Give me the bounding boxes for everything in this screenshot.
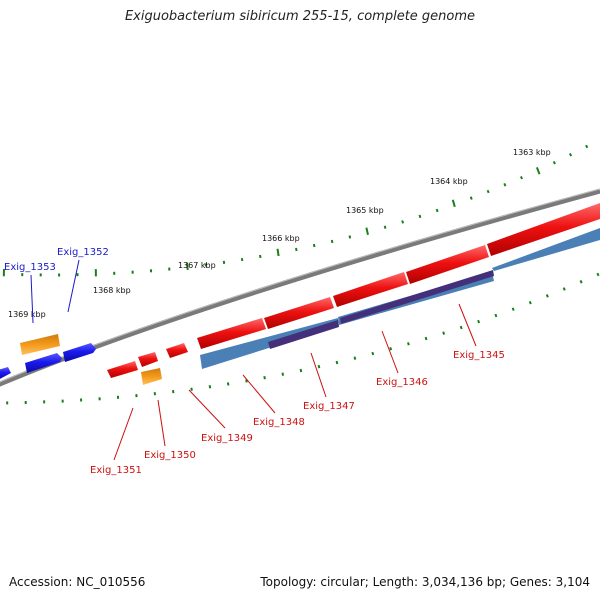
tick — [353, 356, 357, 360]
kbp-label: 1364 kbp — [430, 177, 468, 186]
leader-line — [242, 374, 276, 414]
tick — [552, 160, 556, 165]
leader-line — [458, 303, 477, 347]
gene-labels: Exig_1353 Exig_1352 Exig_1351 Exig_1350 … — [4, 247, 505, 476]
gene-arrow-reverse — [264, 297, 334, 329]
kbp-label: 1363 kbp — [513, 148, 551, 157]
leader-line — [188, 389, 226, 429]
tick — [528, 300, 532, 305]
tick — [535, 167, 541, 175]
tick — [383, 225, 387, 229]
tick — [469, 196, 473, 200]
leader-line — [67, 259, 80, 313]
tick — [503, 182, 507, 187]
tick — [186, 262, 189, 270]
orange-feature — [20, 334, 60, 355]
tick — [494, 313, 498, 318]
tick — [569, 152, 573, 157]
tick — [299, 368, 303, 373]
orange-feature — [141, 368, 162, 385]
kbp-label: 1365 kbp — [346, 206, 384, 215]
tick — [371, 351, 375, 356]
tick — [330, 239, 334, 244]
kbp-label: 1366 kbp — [262, 234, 300, 243]
gene-label: Exig_1353 — [4, 262, 56, 273]
tick — [562, 287, 566, 291]
tick — [486, 189, 490, 194]
gene-arrow-reverse — [487, 203, 600, 256]
tick — [407, 342, 410, 346]
tick — [276, 248, 280, 257]
gene-arrow-reverse — [333, 272, 408, 307]
reverse-strand-features — [107, 203, 600, 385]
gene-arrow-forward — [0, 367, 11, 379]
tick — [295, 247, 298, 252]
gene-label: Exig_1346 — [376, 377, 428, 388]
tick — [317, 364, 321, 369]
tick — [226, 382, 230, 386]
gene-arrow-reverse — [406, 245, 489, 284]
leader-lines — [30, 259, 477, 461]
gene-label: Exig_1352 — [57, 247, 109, 258]
outer-tick-ring — [2, 144, 589, 277]
gene-arrow-reverse — [197, 318, 266, 349]
tick — [401, 220, 405, 224]
gene-label: Exig_1349 — [201, 433, 253, 444]
gene-label: Exig_1348 — [253, 417, 305, 428]
tick — [519, 175, 524, 180]
gene-arrow-reverse — [166, 343, 188, 358]
tick — [585, 144, 589, 149]
tick — [259, 254, 262, 259]
leader-line — [381, 330, 399, 374]
gene-label: Exig_1345 — [453, 350, 505, 361]
gene-label: Exig_1347 — [303, 401, 355, 412]
tick — [579, 280, 583, 284]
kbp-label: 1368 kbp — [93, 286, 131, 295]
tick — [281, 372, 285, 376]
kbp-label: 1367 kbp — [178, 261, 216, 270]
tick — [435, 208, 439, 213]
tick — [511, 307, 515, 311]
tick — [596, 272, 600, 277]
accession-text: Accession: NC_010556 — [9, 575, 146, 589]
leader-line — [30, 274, 34, 324]
kbp-label: 1369 kbp — [8, 310, 46, 319]
tick — [335, 360, 339, 365]
genome-backbone — [0, 188, 600, 387]
tick — [245, 379, 248, 383]
purple-feature — [268, 320, 339, 349]
leader-line — [157, 399, 166, 447]
leader-line — [113, 407, 134, 461]
purple-feature — [340, 270, 494, 324]
topology-text: Topology: circular; Length: 3,034,136 bp… — [260, 575, 590, 589]
tick — [418, 214, 422, 219]
tick — [477, 319, 481, 324]
gene-arrow-forward — [25, 353, 62, 373]
gene-arrow-forward — [63, 343, 96, 362]
tick — [389, 347, 393, 351]
inner-tick-ring — [6, 272, 600, 405]
tick — [263, 376, 266, 380]
leader-line — [310, 352, 327, 398]
map-title: Exiguobacterium sibiricum 255-15, comple… — [124, 9, 476, 24]
tick — [545, 294, 549, 298]
gene-label: Exig_1351 — [90, 465, 142, 476]
gene-arrow-reverse — [107, 361, 138, 378]
gene-arrow-reverse — [138, 352, 158, 367]
tick — [424, 336, 428, 341]
forward-strand-features — [0, 334, 96, 379]
tick — [365, 227, 369, 236]
gene-label: Exig_1350 — [144, 450, 196, 461]
steelblue-feature — [492, 228, 600, 271]
tick — [348, 235, 352, 239]
tick — [459, 325, 463, 330]
tick — [442, 331, 446, 335]
tick — [312, 243, 316, 248]
kbp-labels: 1363 kbp 1364 kbp 1365 kbp 1366 kbp 1367… — [8, 148, 551, 319]
tick — [451, 199, 456, 208]
